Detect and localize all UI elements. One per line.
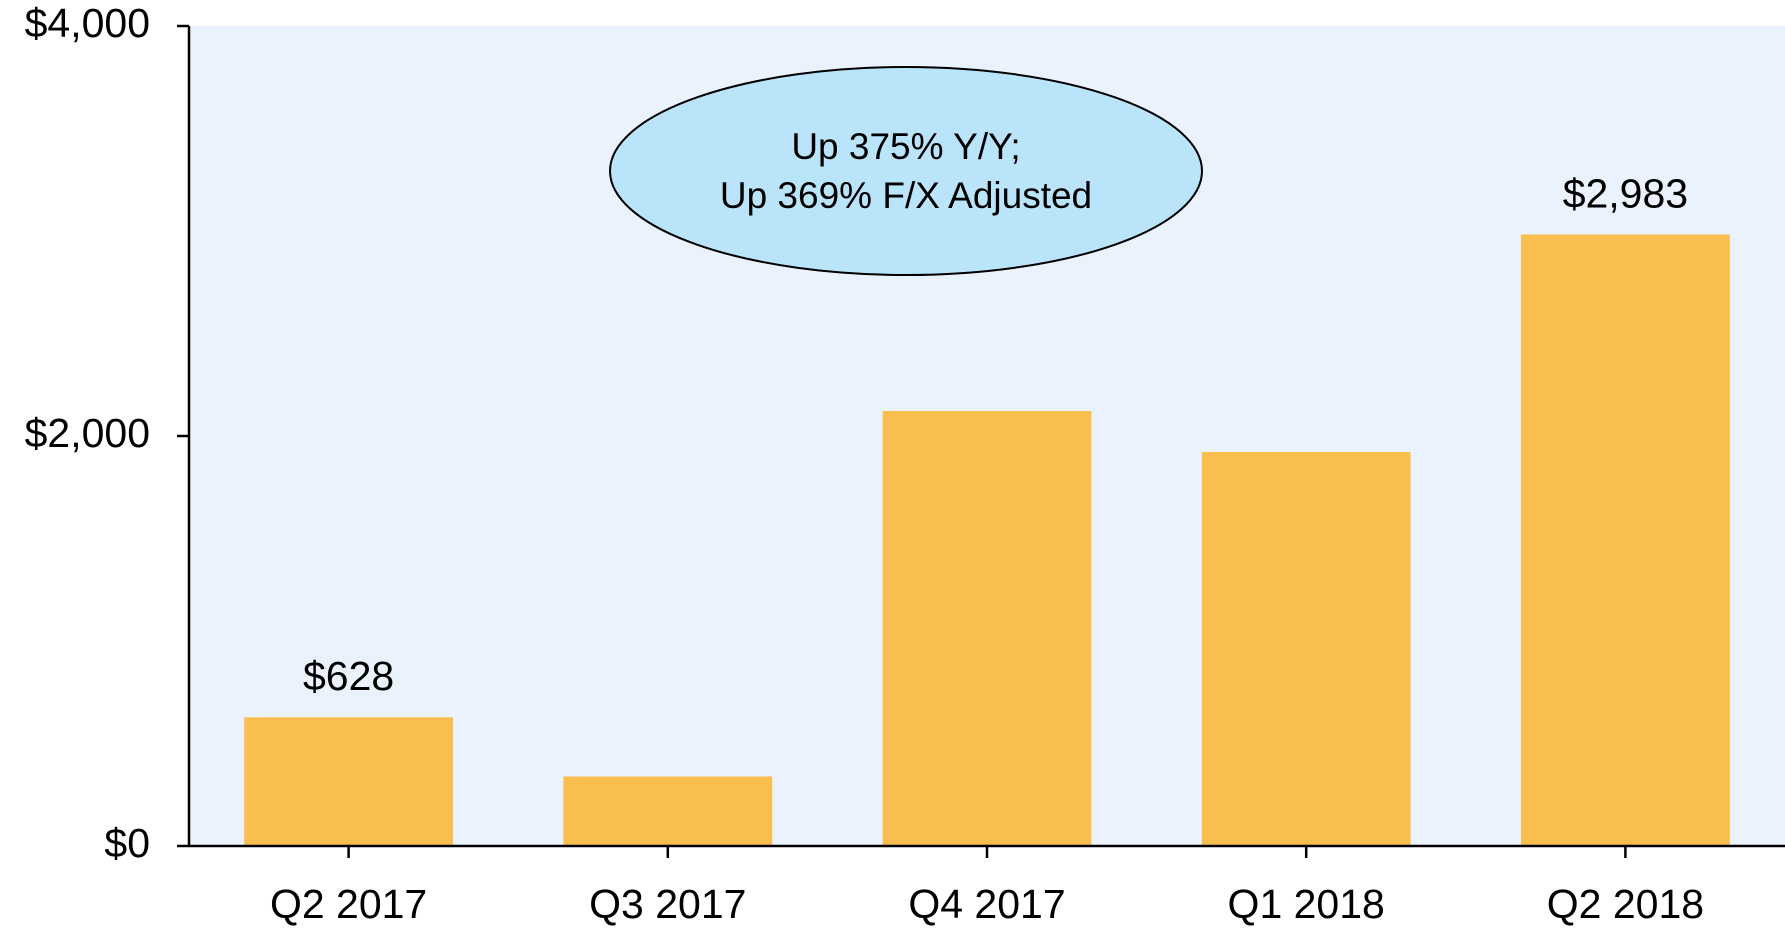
y-tick-label: $2,000 bbox=[25, 410, 150, 456]
annotation-bubble bbox=[609, 66, 1203, 276]
annotation-line: Up 375% Y/Y; bbox=[791, 126, 1020, 167]
x-tick-label: Q3 2017 bbox=[589, 881, 746, 927]
y-tick-label: $4,000 bbox=[25, 0, 150, 46]
bar bbox=[1521, 234, 1730, 847]
value-label: $628 bbox=[303, 653, 394, 699]
bar bbox=[244, 717, 453, 846]
x-tick-label: Q4 2017 bbox=[908, 881, 1065, 927]
x-tick-label: Q1 2018 bbox=[1228, 881, 1385, 927]
annotation-line: Up 369% F/X Adjusted bbox=[720, 175, 1092, 216]
bar bbox=[1201, 451, 1411, 846]
x-tick-label: Q2 2017 bbox=[270, 881, 427, 927]
bar bbox=[563, 776, 773, 846]
y-tick-label: $0 bbox=[104, 820, 150, 866]
value-label: $2,983 bbox=[1563, 170, 1688, 216]
bar bbox=[882, 410, 1092, 846]
x-tick-label: Q2 2018 bbox=[1547, 881, 1704, 927]
